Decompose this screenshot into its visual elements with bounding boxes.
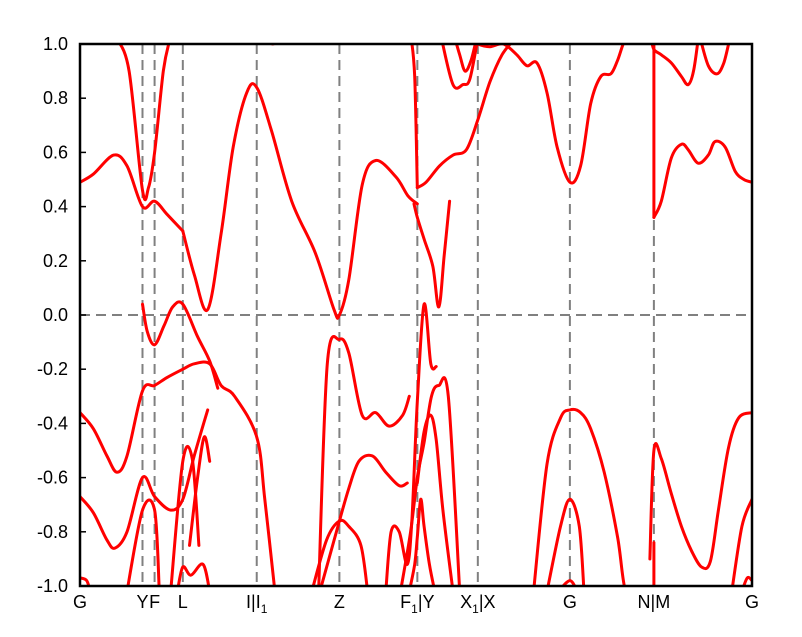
x-tick-label: G	[563, 592, 577, 612]
y-tick-label: -0.6	[37, 468, 68, 488]
x-axis-ticks: G Y F L I|I1 Z F1|Y X1|X G N|M G	[73, 592, 759, 616]
x-tick-label: X1|X	[460, 592, 495, 616]
band-line	[454, 44, 477, 73]
y-tick-label: -0.4	[37, 413, 68, 433]
band-line	[412, 199, 452, 309]
band-line	[80, 360, 276, 586]
band-line	[650, 44, 700, 87]
x-tick-label: L	[178, 592, 188, 612]
x-tick-label: F	[149, 592, 160, 612]
band-line	[141, 300, 220, 390]
band-line	[118, 44, 171, 202]
band-line	[648, 411, 752, 571]
band-line	[181, 82, 419, 320]
band-line	[408, 497, 436, 586]
y-tick-label: 0.0	[43, 305, 68, 325]
band-line	[532, 407, 626, 586]
y-tick-label: -1.0	[37, 576, 68, 596]
band-line	[80, 153, 185, 233]
band-line	[317, 334, 411, 586]
x-tick-label: I|I1	[246, 592, 268, 616]
band-line	[441, 44, 479, 90]
band-line	[700, 44, 731, 76]
y-tick-label: -0.8	[37, 522, 68, 542]
band-line	[126, 498, 161, 586]
y-tick-label: 0.8	[43, 88, 68, 108]
band-line	[415, 413, 454, 586]
y-tick-label: 1.0	[43, 34, 68, 54]
band-line	[384, 302, 438, 586]
x-tick-label: N|M	[638, 592, 671, 612]
band-line	[176, 562, 211, 586]
y-tick-label: 0.6	[43, 142, 68, 162]
band-line	[415, 44, 513, 190]
band-line	[652, 139, 752, 219]
band-line	[561, 579, 577, 586]
y-tick-label: -0.2	[37, 359, 68, 379]
band-line	[742, 575, 752, 586]
band-line	[399, 376, 461, 586]
band-line	[311, 518, 369, 586]
band-line	[410, 44, 419, 190]
x-tick-label: Z	[334, 592, 345, 612]
y-tick-label: 0.2	[43, 251, 68, 271]
band-line	[169, 444, 201, 586]
x-tick-label: Y	[136, 592, 148, 612]
y-axis-ticks: 1.0 0.8 0.6 0.4 0.2 0.0 -0.2 -0.4 -0.6 -0.8 -1.0	[37, 34, 86, 596]
x-tick-label: F1|Y	[400, 592, 434, 616]
band-line	[80, 408, 210, 550]
band-line	[731, 497, 752, 586]
band-line	[546, 497, 586, 586]
y-tick-label: 0.4	[43, 197, 68, 217]
band-line	[319, 453, 409, 586]
x-tick-label: G	[745, 592, 759, 612]
band-line	[80, 576, 91, 586]
x-tick-label: G	[73, 592, 87, 612]
band-lines	[80, 44, 752, 586]
band-line	[474, 44, 625, 185]
band-line	[188, 435, 212, 547]
